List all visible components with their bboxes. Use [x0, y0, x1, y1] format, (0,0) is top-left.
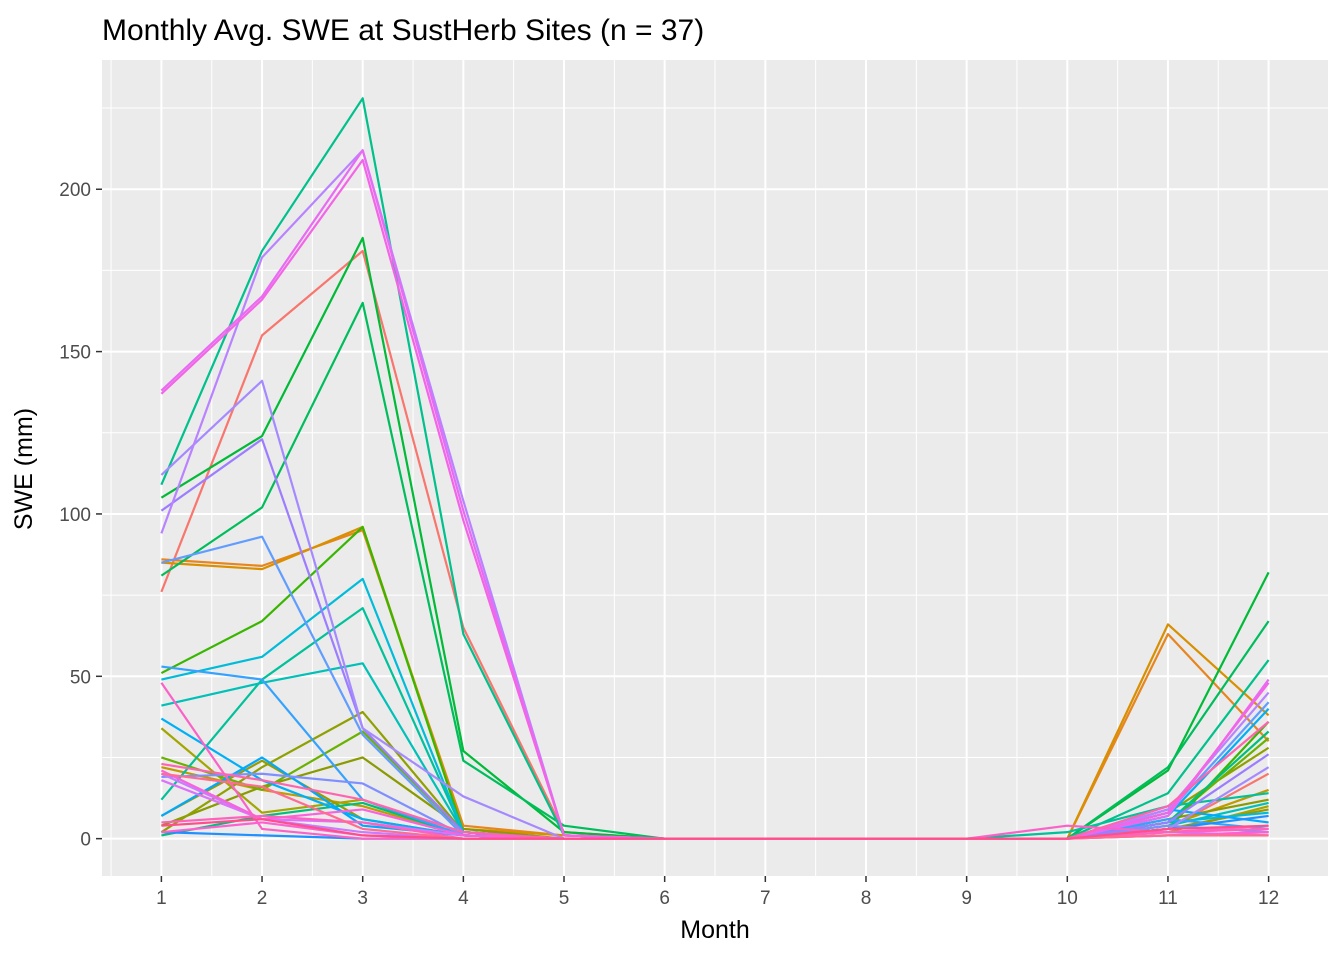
- y-axis-title: SWE (mm): [10, 408, 38, 530]
- y-tick-label: 0: [80, 830, 91, 851]
- x-tick-label: 5: [559, 888, 570, 909]
- x-tick-label: 8: [861, 888, 872, 909]
- x-tick-label: 1: [156, 888, 167, 909]
- x-tick-label: 7: [760, 888, 771, 909]
- x-tick-label: 6: [659, 888, 670, 909]
- x-tick-label: 4: [458, 888, 469, 909]
- x-axis-title: Month: [680, 916, 749, 944]
- major-gridlines: [102, 60, 1328, 876]
- x-tick-label: 9: [961, 888, 972, 909]
- x-tick-label: 2: [257, 888, 268, 909]
- y-tick-label: 150: [59, 343, 91, 364]
- x-axis: 1 2 3 4 5 6 7 8 9 10 11 12: [156, 876, 1279, 909]
- y-tick-label: 100: [59, 505, 91, 526]
- y-tick-label: 50: [70, 667, 91, 688]
- minor-gridlines: [102, 60, 1328, 876]
- x-tick-label: 12: [1258, 888, 1279, 909]
- x-tick-label: 3: [357, 888, 368, 909]
- y-tick-label: 200: [59, 180, 91, 201]
- series-lines: [160, 97, 1270, 840]
- chart-title: Monthly Avg. SWE at SustHerb Sites (n = …: [102, 14, 704, 47]
- x-tick-label: 11: [1158, 888, 1178, 909]
- x-tick-label: 10: [1057, 888, 1078, 909]
- series-line-37: [161, 818, 1269, 840]
- y-axis: 0 50 100 150 200: [59, 180, 102, 851]
